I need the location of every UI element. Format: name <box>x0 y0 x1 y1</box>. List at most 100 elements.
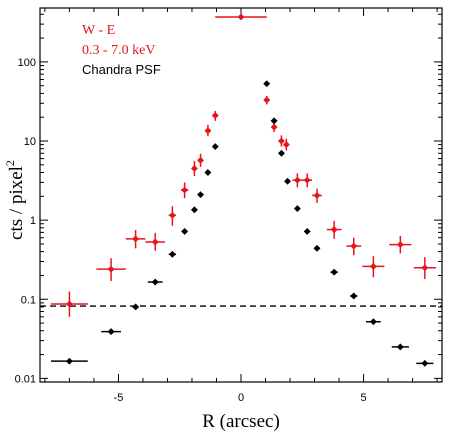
data-marker <box>396 343 404 351</box>
data-point <box>132 303 140 311</box>
data-point <box>204 168 212 177</box>
data-point <box>96 258 126 282</box>
data-point <box>180 182 189 199</box>
data-marker <box>107 328 115 336</box>
data-point <box>190 206 198 214</box>
x-tick-label: 5 <box>360 392 366 404</box>
data-point <box>413 257 436 280</box>
data-marker <box>132 303 140 311</box>
data-marker <box>421 264 429 272</box>
data-point <box>125 230 146 249</box>
data-marker <box>190 206 198 214</box>
data-point <box>391 343 409 351</box>
data-point <box>204 124 212 137</box>
data-marker <box>303 227 311 235</box>
data-point <box>197 191 205 199</box>
data-point <box>51 357 88 365</box>
data-marker <box>293 205 301 213</box>
data-point <box>389 236 412 254</box>
legend-entry-1: W - E <box>82 23 115 38</box>
data-point <box>313 244 321 252</box>
data-point <box>270 117 278 125</box>
data-marker <box>277 137 285 145</box>
y-tick-label: 0.01 <box>15 373 36 385</box>
y-axis-title-superscript: 2 <box>3 160 17 166</box>
data-point <box>312 188 322 203</box>
data-point <box>263 80 271 88</box>
y-axis-title-main: cts / pixel <box>6 166 27 240</box>
data-marker <box>190 164 198 173</box>
data-point <box>215 13 267 21</box>
data-point <box>168 250 177 258</box>
data-marker <box>65 300 73 308</box>
data-marker <box>270 123 278 131</box>
legend-entry-2: 0.3 - 7.0 keV <box>82 43 156 58</box>
x-axis-title: R (arcsec) <box>202 411 280 432</box>
data-marker <box>421 359 429 367</box>
data-marker <box>107 265 115 273</box>
data-marker <box>211 143 219 151</box>
series-black <box>51 80 434 367</box>
y-axis-title: cts / pixel2 <box>3 160 27 240</box>
data-point <box>303 227 311 235</box>
data-marker <box>293 176 301 184</box>
data-marker <box>65 357 73 365</box>
data-marker <box>330 226 338 234</box>
axis-ticks: -5 0 5 0.01 0.1 1 10 100 <box>15 8 442 404</box>
data-point <box>101 328 121 336</box>
data-marker <box>369 262 377 270</box>
data-point <box>277 149 285 157</box>
data-marker <box>350 292 358 300</box>
data-point <box>168 206 177 226</box>
data-marker <box>204 168 212 177</box>
data-marker <box>151 278 159 286</box>
data-point <box>190 160 198 177</box>
data-point <box>346 237 362 256</box>
data-point <box>197 153 205 167</box>
data-marker <box>263 96 271 104</box>
data-series-group <box>51 13 436 367</box>
data-marker <box>204 127 212 135</box>
y-axis-title-group: cts / pixel2 <box>3 160 27 240</box>
data-marker <box>350 242 358 250</box>
data-marker <box>282 141 290 149</box>
data-marker <box>277 149 285 157</box>
data-point <box>284 177 292 185</box>
data-point <box>147 278 163 286</box>
data-point <box>302 173 313 188</box>
y-tick-label: 1 <box>30 215 36 227</box>
data-marker <box>181 186 189 194</box>
legend-entry-3: Chandra PSF <box>82 62 161 77</box>
data-marker <box>168 211 176 219</box>
data-point <box>326 220 342 239</box>
data-marker <box>168 250 176 258</box>
y-tick-label: 100 <box>18 57 36 69</box>
data-point <box>366 318 381 326</box>
data-point <box>416 359 434 367</box>
data-point <box>51 291 88 317</box>
data-point <box>330 268 338 276</box>
data-marker <box>211 111 219 120</box>
data-marker <box>369 318 377 326</box>
data-marker <box>197 191 205 199</box>
data-point <box>362 256 385 278</box>
data-point <box>145 232 166 251</box>
data-marker <box>263 80 271 88</box>
data-point <box>263 96 271 105</box>
y-tick-label: 0.1 <box>21 294 36 306</box>
data-marker <box>303 176 311 184</box>
data-marker <box>197 156 205 164</box>
data-marker <box>330 268 338 276</box>
series-red <box>51 13 436 317</box>
y-tick-label: 10 <box>24 136 36 148</box>
data-point <box>282 138 290 151</box>
data-point <box>277 135 285 147</box>
data-point <box>211 143 219 151</box>
x-tick-label: -5 <box>114 392 124 404</box>
data-marker <box>151 238 159 246</box>
data-point <box>292 173 303 188</box>
data-point <box>181 227 189 235</box>
data-marker <box>237 13 245 21</box>
data-point <box>293 205 301 213</box>
